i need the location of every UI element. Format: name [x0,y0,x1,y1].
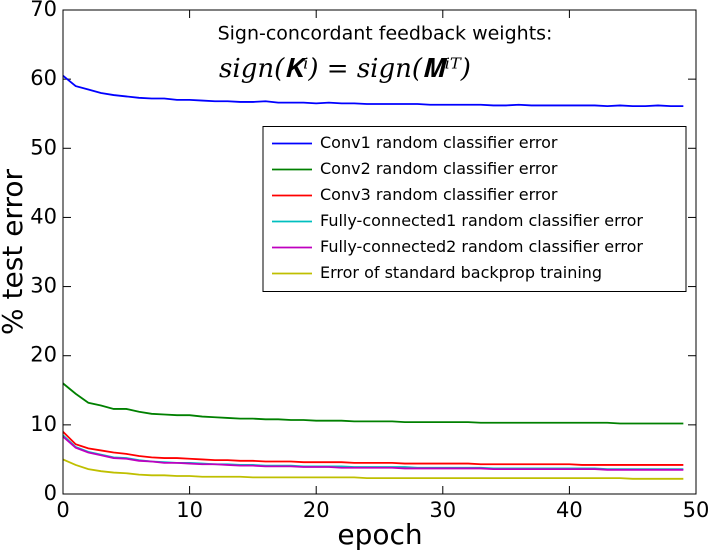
legend-label: Conv1 random classifier error [320,133,558,152]
y-tick-label: 10 [30,412,57,436]
plot-frame [62,9,697,495]
legend-label: Error of standard backprop training [320,263,602,282]
series-line [62,74,684,108]
y-axis-label: % test error [0,169,29,335]
x-tick-label: 50 [683,498,709,522]
series-line [62,431,684,466]
legend-label: Fully-connected2 random classifier error [320,237,643,256]
y-tick-label: 0 [44,481,57,505]
legend-label: Fully-connected1 random classifier error [320,211,643,230]
x-axis-label: epoch [337,518,422,551]
series-line [62,458,684,480]
y-tick-label: 50 [30,135,57,159]
y-tick-label: 40 [30,204,57,228]
x-tick-label: 30 [429,498,456,522]
series-line [62,435,684,471]
x-tick-label: 40 [556,498,583,522]
series-line [62,382,684,425]
y-tick-label: 20 [30,343,57,367]
chart-subtitle: sign(𝐊ⁱ) = sign(𝐌ⁱᵀ) [219,54,471,84]
y-tick-label: 70 [30,0,57,21]
x-tick-label: 10 [176,498,203,522]
y-tick-label: 60 [30,66,57,90]
x-tick-label: 20 [303,498,330,522]
legend-label: Conv3 random classifier error [320,185,558,204]
legend-box [262,126,687,292]
chart-title: Sign-concordant feedback weights: [218,23,553,45]
x-tick-label: 0 [56,498,69,522]
legend-label: Conv2 random classifier error [320,159,558,178]
y-tick-label: 30 [30,274,57,298]
